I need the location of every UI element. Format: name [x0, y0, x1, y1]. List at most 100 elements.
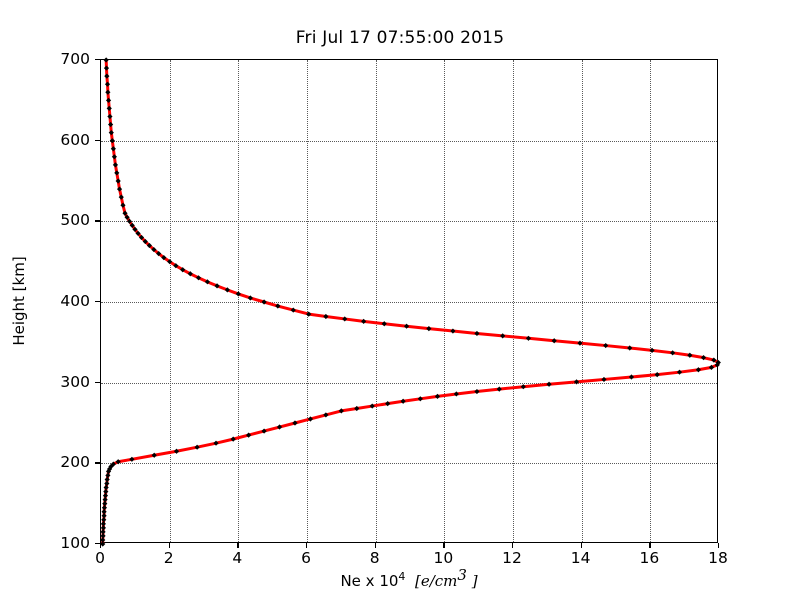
- data-point-marker: [102, 493, 109, 499]
- x-tick-label: 4: [232, 549, 243, 567]
- data-point-marker: [695, 367, 701, 373]
- data-point-marker: [496, 386, 502, 392]
- gridline-vertical: [444, 60, 446, 542]
- data-point-marker: [290, 307, 296, 313]
- x-axis-unit-math: e/cm: [420, 572, 458, 590]
- x-tick-label: 2: [163, 549, 174, 567]
- x-tick-mark: [580, 543, 582, 548]
- x-tick-mark: [512, 543, 514, 548]
- x-axis-label-spacer: [405, 572, 415, 590]
- x-tick-label: 10: [433, 549, 454, 567]
- gridline-vertical: [238, 60, 240, 542]
- y-tick-mark: [95, 543, 100, 545]
- gridline-horizontal: [101, 382, 717, 384]
- data-point-marker: [381, 321, 387, 327]
- x-axis-label-main: Ne x 10: [340, 572, 399, 590]
- data-point-marker: [417, 396, 423, 402]
- data-point-marker: [434, 393, 441, 399]
- data-point-marker: [151, 452, 157, 458]
- y-tick-mark: [95, 381, 100, 383]
- data-point-marker: [108, 121, 114, 128]
- data-point-marker: [276, 424, 283, 430]
- data-point-marker: [450, 328, 456, 334]
- y-tick-mark: [95, 462, 100, 464]
- x-tick-label: 16: [639, 549, 660, 567]
- data-point-marker: [214, 283, 220, 289]
- data-point-marker: [520, 384, 526, 390]
- data-point-marker: [103, 488, 109, 495]
- data-point-marker: [195, 275, 202, 281]
- data-point-marker: [103, 65, 110, 71]
- data-point-marker: [138, 234, 145, 241]
- gridline-vertical: [169, 60, 171, 542]
- y-tick-mark: [95, 301, 100, 303]
- y-tick-mark: [95, 59, 100, 61]
- data-point-marker: [649, 347, 655, 353]
- data-point-marker: [101, 509, 107, 515]
- x-axis-label: Ne x 104 [e/cm3 ]: [100, 566, 718, 590]
- gridline-vertical: [650, 60, 652, 542]
- data-point-marker: [103, 484, 109, 491]
- data-point-marker: [104, 476, 110, 483]
- x-tick-mark: [306, 543, 308, 548]
- y-tick-mark: [95, 139, 100, 141]
- data-point-marker: [670, 350, 676, 356]
- data-point-marker: [115, 178, 121, 184]
- gridline-horizontal: [101, 221, 717, 223]
- y-tick-label: 600: [60, 130, 90, 149]
- data-point-marker: [104, 81, 111, 87]
- data-point-marker: [173, 448, 180, 454]
- data-point-marker: [111, 154, 117, 160]
- data-point-marker: [114, 170, 120, 176]
- data-point-marker: [100, 529, 106, 535]
- x-axis-unit-exponent: 3: [457, 566, 467, 584]
- data-point-marker: [500, 333, 506, 339]
- data-point-marker: [116, 186, 123, 192]
- y-tick-label: 300: [60, 372, 90, 391]
- data-point-marker: [711, 357, 717, 363]
- data-point-marker: [142, 238, 148, 245]
- ne-profile-line: [101, 58, 720, 546]
- data-point-marker: [118, 194, 124, 200]
- data-point-marker: [338, 408, 344, 414]
- data-point-marker: [161, 255, 167, 261]
- data-point-marker: [687, 352, 693, 358]
- data-point-marker: [400, 398, 406, 404]
- data-point-marker: [104, 480, 110, 487]
- x-tick-label: 8: [369, 549, 380, 567]
- gridline-vertical: [581, 60, 583, 542]
- data-point-marker: [106, 105, 112, 111]
- x-tick-label: 12: [502, 549, 522, 567]
- gridline-vertical: [307, 60, 308, 542]
- data-point-marker: [261, 299, 267, 305]
- data-point-marker: [107, 113, 113, 120]
- data-point-marker: [101, 505, 108, 511]
- data-point-marker: [385, 401, 391, 407]
- chart-title: Fri Jul 17 07:55:00 2015: [295, 28, 505, 48]
- data-point-marker: [173, 263, 179, 269]
- data-point-marker: [453, 391, 459, 397]
- x-tick-mark: [168, 543, 170, 548]
- data-point-marker: [100, 541, 106, 547]
- data-point-marker: [115, 459, 121, 465]
- data-point-marker: [105, 468, 112, 474]
- data-point-marker: [135, 230, 141, 237]
- ne-profile-curve: [100, 57, 721, 547]
- gridline-horizontal: [101, 302, 717, 303]
- gridline-horizontal: [101, 140, 717, 142]
- data-point-marker: [129, 456, 135, 462]
- x-tick-mark: [100, 543, 102, 548]
- gridline-horizontal: [101, 463, 717, 465]
- data-point-marker: [361, 318, 367, 324]
- data-point-marker: [708, 364, 715, 370]
- data-point-marker: [714, 362, 720, 368]
- x-tick-mark: [237, 543, 239, 548]
- data-point-marker: [156, 251, 162, 257]
- data-point-marker: [354, 405, 360, 412]
- data-point-marker: [108, 130, 114, 136]
- data-point-marker: [246, 432, 252, 438]
- data-point-marker: [124, 214, 130, 220]
- data-point-marker: [628, 374, 635, 380]
- x-tick-mark: [718, 543, 720, 548]
- data-point-marker: [151, 246, 157, 253]
